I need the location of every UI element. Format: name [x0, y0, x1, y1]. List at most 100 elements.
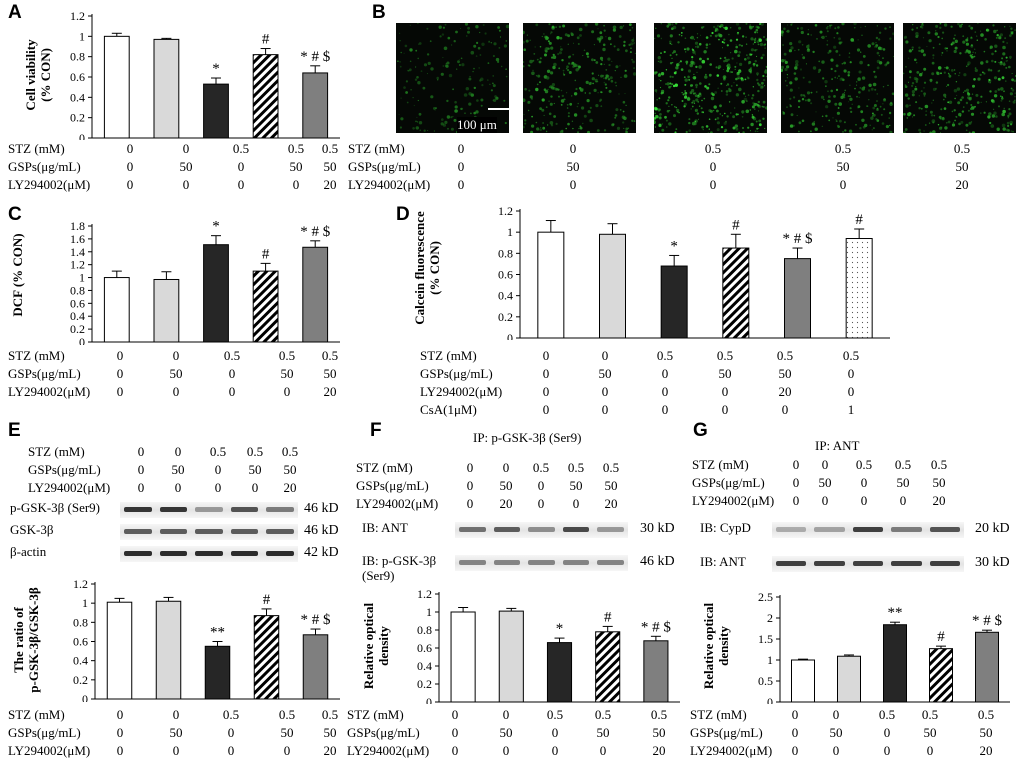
condition-value: 0	[137, 444, 145, 459]
blot-band	[159, 551, 188, 556]
condition-label: GSPs(μg/mL)	[692, 475, 765, 490]
condition-value: 0	[792, 493, 800, 508]
y-tick-label: 0.8	[498, 246, 513, 260]
y-tick-label: 1	[79, 29, 85, 43]
condition-value: 0	[126, 141, 134, 156]
significance-marker: *	[670, 238, 678, 254]
y-tick-label: 0.6	[70, 70, 85, 84]
condition-value: 0	[542, 402, 550, 417]
condition-value: 0	[292, 177, 300, 192]
bar	[252, 270, 279, 343]
condition-value: 20	[652, 743, 666, 758]
blot-band	[266, 507, 294, 512]
condition-value: 0	[451, 725, 459, 740]
y-tick-label: 1.5	[758, 632, 773, 646]
bar	[883, 624, 907, 703]
blot-band	[230, 529, 259, 534]
significance-marker: **	[210, 625, 225, 641]
condition-value: 0	[126, 159, 134, 174]
table-a: STZ (mM) 0 0 0.5 0.5 0.5 GSPs(μg/mL) 0 50 0 50 50 LY…	[8, 140, 353, 194]
y-tick-label: 0.2	[73, 673, 88, 687]
condition-label: STZ (mM)	[8, 141, 65, 156]
bar	[153, 278, 180, 343]
molecular-weight-label: 30 kD	[975, 555, 1010, 570]
blot-band	[776, 561, 807, 566]
condition-row: STZ (mM) 0 0 0.5 0.5 0.5	[692, 456, 992, 474]
condition-row: LY294002(μM) 0 0 0 0 20	[348, 176, 1020, 194]
condition-value: 0	[172, 384, 180, 399]
y-tick-label: 2	[767, 611, 773, 625]
condition-value: 0	[709, 159, 717, 174]
bar	[450, 611, 476, 703]
condition-row: GSPs(μg/mL) 0 50 0 50 50 0	[420, 365, 900, 383]
condition-row: STZ (mM) 0 0 0.5 0.5 0.5	[8, 706, 353, 724]
y-tick-label: 0	[82, 692, 88, 702]
condition-value: 0	[174, 480, 182, 495]
condition-label: GSPs(μg/mL)	[690, 725, 763, 740]
bar	[203, 83, 229, 139]
condition-value: 0	[116, 384, 124, 399]
condition-value: 0	[709, 177, 717, 192]
header-table-e: STZ (mM) 0 0 0.5 0.5 0.5 GSPs(μg/mL) 0 50 0 50 50 LY…	[28, 443, 318, 497]
condition-value: 0	[847, 384, 855, 399]
condition-row: GSPs(μg/mL) 0 50 0 50 50	[8, 724, 353, 742]
condition-value: 0.5	[855, 457, 873, 472]
y-tick-label: 1.6	[70, 232, 85, 246]
molecular-weight-label: 30 kD	[640, 521, 675, 536]
condition-row: LY294002(μM) 0 0 0 0 20	[8, 742, 353, 760]
fluorescence-image	[523, 23, 636, 133]
condition-row: GSPs(μg/mL) 0 50 0 50 50	[356, 477, 656, 495]
condition-value: 0	[599, 743, 607, 758]
micrograph-stz	[654, 23, 767, 133]
y-tick-label: 1.8	[70, 219, 85, 233]
condition-value: 0.5	[650, 707, 668, 722]
blot-band	[124, 551, 152, 556]
bar	[722, 247, 750, 339]
y-tick-label: 1	[767, 653, 773, 667]
condition-value: 0	[237, 159, 245, 174]
condition-value: 0	[502, 460, 510, 475]
y-tick-label: 0.2	[70, 322, 85, 336]
bar	[845, 238, 873, 339]
bar	[155, 600, 182, 700]
blot-strip	[120, 502, 298, 518]
bar	[253, 615, 280, 700]
blot-band	[266, 551, 294, 556]
condition-value: 0.5	[246, 444, 264, 459]
condition-label: STZ (mM)	[348, 141, 405, 156]
significance-marker: * # $	[972, 613, 1003, 629]
condition-value: 50	[718, 366, 732, 381]
bar	[103, 35, 130, 139]
condition-value: 0	[116, 743, 124, 758]
condition-value: 0	[791, 743, 799, 758]
condition-value: 50	[248, 462, 262, 477]
y-tick-label: 1	[507, 225, 513, 239]
bar	[153, 38, 180, 139]
condition-value: 0	[174, 444, 182, 459]
condition-value: 20	[979, 743, 993, 758]
condition-value: 0	[457, 159, 465, 174]
condition-value: 0	[791, 725, 799, 740]
bar	[791, 659, 815, 703]
y-tick-label: 1.2	[417, 587, 432, 601]
condition-row: GSPs(μg/mL) 0 50 0 50 50	[692, 474, 992, 492]
condition-value: 0	[502, 743, 510, 758]
condition-row: GSPs(μg/mL) 0 50 0 50 50	[28, 461, 318, 479]
blot-band	[814, 561, 845, 566]
scale-bar	[488, 108, 512, 110]
condition-value: 0	[542, 366, 550, 381]
blot-band	[459, 560, 486, 565]
condition-label: GSPs(μg/mL)	[28, 462, 101, 477]
blot-band	[124, 507, 152, 512]
condition-label: GSPs(μg/mL)	[8, 159, 81, 174]
condition-label: STZ (mM)	[28, 444, 85, 459]
bar	[302, 246, 329, 343]
condition-value: 0.5	[921, 707, 939, 722]
blot-band	[597, 527, 624, 532]
condition-value: 0	[792, 457, 800, 472]
blot-label: β-actin	[10, 544, 47, 559]
condition-value: 0.5	[602, 460, 620, 475]
condition-value: 50	[778, 366, 792, 381]
condition-value: 0	[542, 384, 550, 399]
panel-letter-f: F	[370, 420, 382, 441]
